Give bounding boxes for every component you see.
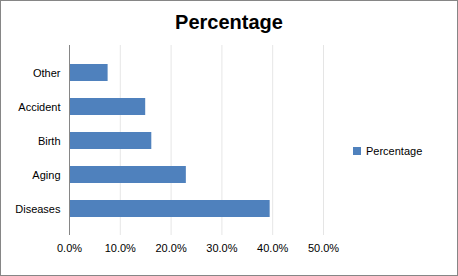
svg-text:Birth: Birth	[38, 135, 61, 147]
svg-text:40.0%: 40.0%	[257, 242, 288, 254]
html-text:Percentage: Percentage	[175, 11, 283, 33]
svg-text:Other: Other	[33, 67, 61, 79]
svg-text:10.0%: 10.0%	[105, 242, 136, 254]
svg-text:0.0%: 0.0%	[57, 242, 82, 254]
svg-text:20.0%: 20.0%	[155, 242, 186, 254]
svg-text:30.0%: 30.0%	[206, 242, 237, 254]
svg-text:50.0%: 50.0%	[308, 242, 339, 254]
svg-text:Accident: Accident	[18, 101, 60, 113]
svg-text:Aging: Aging	[32, 169, 60, 181]
html-text:Percentage: Percentage	[366, 145, 423, 157]
svg-text:Diseases: Diseases	[15, 203, 61, 215]
